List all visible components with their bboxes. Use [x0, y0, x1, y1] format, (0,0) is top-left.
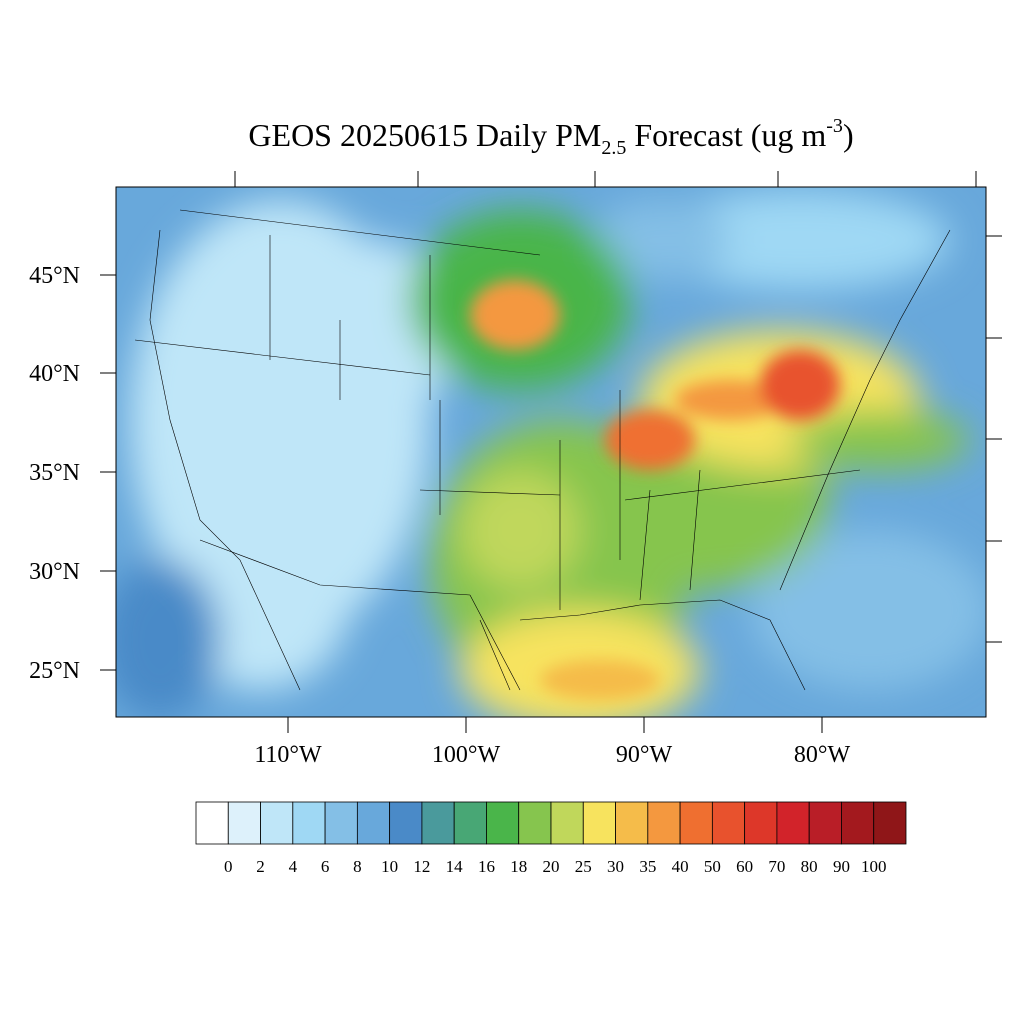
color-bin — [873, 801, 907, 845]
colorbar-label: 60 — [736, 857, 753, 876]
color-bin — [486, 801, 520, 845]
map-title: GEOS 20250615 Daily PM2.5 Forecast (ug m… — [248, 115, 853, 159]
colorbar-label: 20 — [543, 857, 560, 876]
colorbar-label: 14 — [446, 857, 464, 876]
colorbar-label: 40 — [672, 857, 689, 876]
colorbar: 0 2 4 6 8 10 12 14 16 18 20 25 30 35 40 50 60 70 80 90 100 — [195, 801, 907, 876]
colorbar-label: 30 — [607, 857, 624, 876]
pm25-field — [116, 187, 986, 717]
lon-label: 110°W — [254, 742, 322, 768]
color-bin — [582, 801, 616, 845]
map-ticks — [234, 171, 1002, 643]
colorbar-label: 25 — [575, 857, 592, 876]
color-bin — [421, 801, 455, 845]
lat-label: 25°N — [29, 658, 80, 684]
color-bin — [841, 801, 875, 845]
color-bin — [518, 801, 552, 845]
color-bin — [389, 801, 423, 845]
lat-label: 35°N — [29, 460, 80, 486]
lat-label: 45°N — [29, 263, 80, 289]
colorbar-label: 70 — [768, 857, 785, 876]
map-frame — [115, 186, 987, 718]
boundaries — [134, 209, 951, 691]
color-bin — [647, 801, 681, 845]
color-bin — [195, 801, 229, 845]
colorbar-label: 35 — [639, 857, 656, 876]
title-superscript: -3 — [826, 115, 843, 137]
lon-label: 100°W — [432, 742, 501, 768]
colorbar-label: 100 — [861, 857, 887, 876]
color-bin — [615, 801, 649, 845]
lon-label: 80°W — [794, 742, 851, 768]
title-text: Forecast (ug m — [626, 117, 826, 153]
colorbar-label: 80 — [801, 857, 818, 876]
color-bin — [260, 801, 294, 845]
color-bin — [744, 801, 778, 845]
colorbar-label: 16 — [478, 857, 495, 876]
colorbar-label: 6 — [321, 857, 330, 876]
color-bin — [679, 801, 713, 845]
colorbar-label: 90 — [833, 857, 850, 876]
lon-label: 90°W — [616, 742, 673, 768]
lat-label: 40°N — [29, 361, 80, 387]
color-bin — [356, 801, 391, 845]
colorbar-label: 50 — [704, 857, 721, 876]
color-bin — [808, 801, 842, 845]
color-bin — [227, 801, 261, 845]
color-bin — [324, 801, 358, 845]
title-text: GEOS 20250615 Daily PM — [248, 117, 601, 153]
axis-labels: 45°N 40°N 35°N 30°N 25°N 110°W 100°W 90°W 80°W — [29, 263, 850, 768]
colorbar-label: 12 — [413, 857, 430, 876]
colorbar-label: 4 — [289, 857, 298, 876]
colorbar-label: 0 — [224, 857, 233, 876]
colorbar-label: 10 — [381, 857, 398, 876]
color-bin — [292, 801, 326, 845]
colorbar-label: 8 — [353, 857, 362, 876]
color-bin — [711, 801, 746, 845]
color-bin — [550, 801, 584, 845]
color-bin — [453, 801, 487, 845]
lat-label: 30°N — [29, 559, 80, 585]
title-text: ) — [843, 117, 854, 153]
color-bin — [776, 801, 810, 845]
colorbar-label: 18 — [510, 857, 527, 876]
title-subscript: 2.5 — [601, 137, 626, 159]
colorbar-label: 2 — [256, 857, 265, 876]
